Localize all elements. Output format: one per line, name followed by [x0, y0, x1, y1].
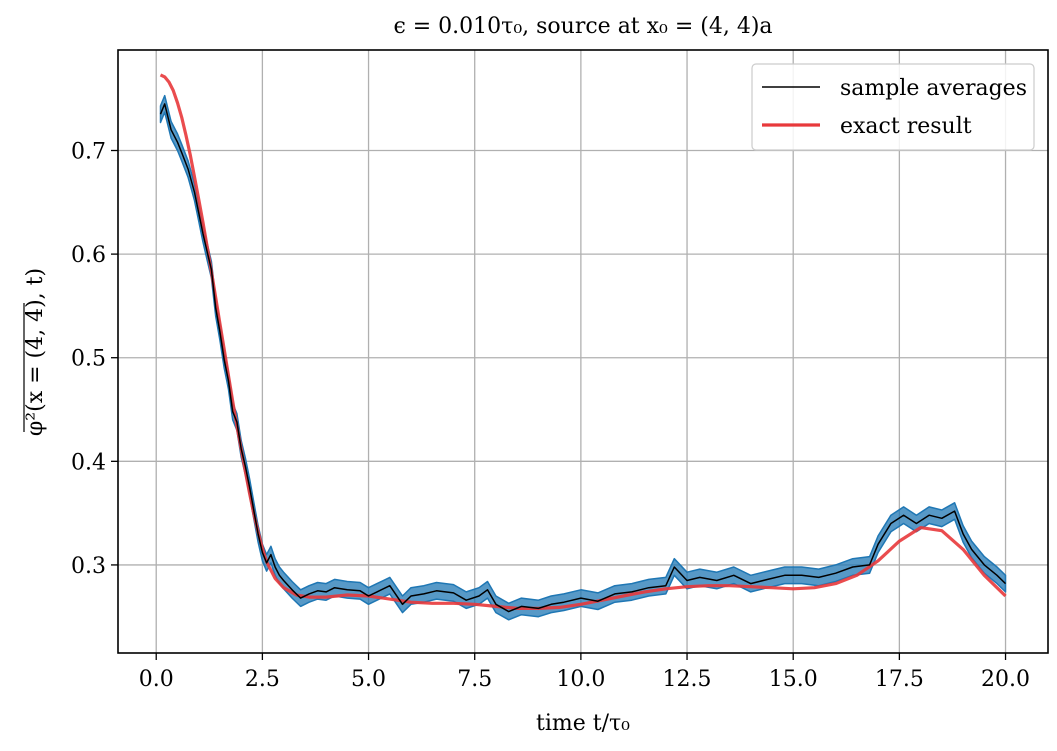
legend: sample averages exact result: [751, 63, 1035, 151]
x-tick-label: 10.0: [556, 667, 605, 692]
y-tick-label: 0.4: [71, 450, 106, 475]
x-tick-label: 7.5: [457, 667, 492, 692]
legend-box: [751, 63, 1035, 151]
y-tick-label: 0.6: [71, 243, 106, 268]
ticks: 0.0 2.5 5.0 7.5 10.0 12.5 15.0 17.5 20.0 0.3 0.4 0.…: [71, 140, 1030, 693]
sample-averages-line: [159, 103, 1007, 613]
exact-result-line: [159, 73, 1007, 611]
plot-area: [159, 73, 1007, 621]
y-tick-label: 0.5: [71, 347, 106, 372]
x-tick-label: 12.5: [663, 667, 712, 692]
x-axis-label: time t/τ₀: [536, 711, 630, 736]
x-tick-label: 15.0: [769, 667, 818, 692]
legend-label-sample-averages: sample averages: [840, 76, 1027, 101]
x-tick-label: 5.0: [351, 667, 386, 692]
axes-frame: [117, 49, 1049, 654]
x-tick-label: 2.5: [245, 667, 280, 692]
x-tick-label: 17.5: [875, 667, 924, 692]
x-tick-label: 0.0: [139, 667, 174, 692]
x-tick-label: 20.0: [981, 667, 1030, 692]
chart-title: ϵ = 0.010τ₀, source at x₀ = (4, 4)a: [393, 14, 772, 39]
legend-label-exact-result: exact result: [840, 114, 972, 139]
y-axis-label: φ²(x = (4, 4), t): [23, 268, 48, 436]
y-tick-label: 0.3: [71, 554, 106, 579]
y-tick-label: 0.7: [71, 140, 106, 165]
